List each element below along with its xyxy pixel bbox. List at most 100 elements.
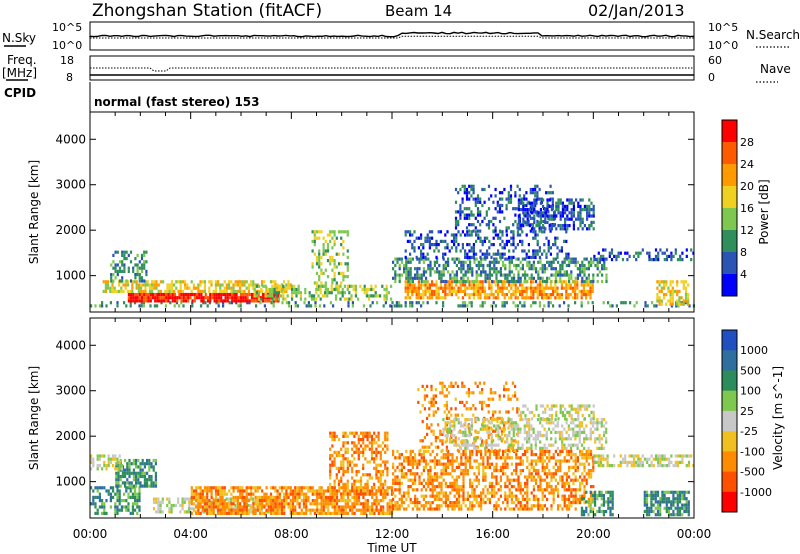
cell [433,497,436,501]
cell [118,508,121,512]
cell [138,492,141,496]
cell [128,474,131,479]
cell [495,504,498,508]
cell [375,457,378,461]
cell [515,267,518,271]
cell [563,481,566,485]
cell [388,499,391,503]
cell [440,472,443,476]
cell [390,297,393,301]
cell [479,249,482,253]
cell [171,299,174,303]
cell [472,243,475,247]
cell [546,204,549,208]
cell [161,500,164,504]
cell [136,266,139,270]
cell [409,252,412,256]
cell [241,505,244,509]
cell [543,286,546,290]
cell [574,459,577,463]
cell [504,497,507,501]
cell [143,266,146,270]
cell [289,508,292,512]
cell [342,463,345,467]
cell [431,488,434,492]
cell [123,301,126,305]
cell [247,499,251,503]
cell [217,511,220,515]
cell [103,511,106,515]
cell [134,273,137,277]
cell [138,495,141,499]
cell [488,497,491,501]
cell [152,481,155,485]
cell [426,233,429,237]
cell [385,284,388,288]
cell [492,223,495,227]
cell [405,257,408,261]
cell [330,284,333,288]
cell [305,511,308,515]
cell [453,257,456,261]
cell [510,462,513,466]
cell [524,449,527,453]
cell [534,233,537,237]
cell [331,502,334,506]
cell [283,508,286,512]
cell [671,280,674,284]
cell [136,292,139,297]
cell [368,460,371,464]
cell [241,492,244,496]
cell [569,293,572,297]
cell [362,454,365,458]
cell [370,284,373,288]
cell [318,255,321,259]
cell [484,478,487,482]
cell [532,252,535,256]
cell [129,250,133,254]
cell [587,449,590,453]
cell [103,460,106,464]
cell [121,260,124,264]
cell [151,292,155,297]
cell [475,453,478,457]
cell [202,296,205,300]
cell [462,273,465,277]
cell [276,499,279,503]
cell [130,471,133,475]
cell [455,501,458,505]
colorbar-segment [722,252,737,275]
cell [416,276,419,280]
cell [471,279,474,284]
cell [586,208,589,212]
cell [524,497,527,501]
cell [129,301,132,305]
cell [233,292,236,297]
cell [212,499,215,503]
cell [469,504,472,508]
cell [302,502,306,506]
cell [398,469,401,473]
cell [118,464,121,468]
cell [425,501,428,505]
cell [557,270,560,274]
cell [473,260,476,264]
cell [138,266,141,270]
cell [335,454,338,458]
power-ylabel: Slant Range [km] [27,160,41,264]
cell [404,233,407,237]
cell [459,249,462,253]
cell [447,497,450,501]
cell [324,495,328,499]
cell [355,486,358,490]
cell [568,260,571,264]
cell [400,504,403,508]
cell [366,492,369,496]
cell [232,486,235,490]
cell [563,456,566,460]
cell [221,499,224,503]
cell [459,233,462,237]
cell [201,289,204,293]
cell [522,204,525,208]
